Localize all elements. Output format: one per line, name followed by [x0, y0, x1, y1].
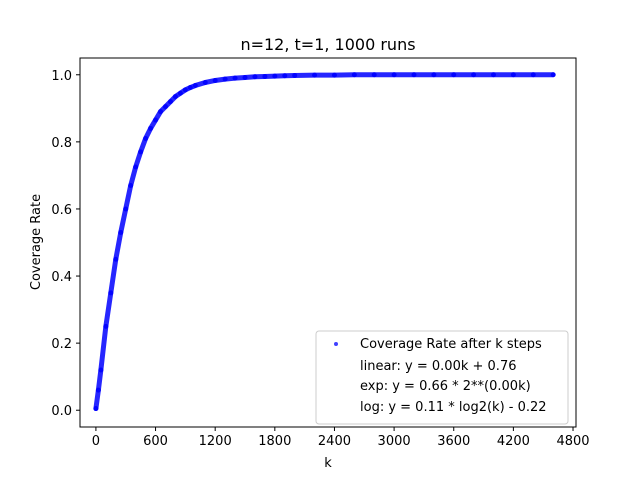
- y-tick-label: 0.8: [51, 136, 72, 151]
- legend-label-exp: exp: y = 0.66 * 2**(0.00k): [360, 379, 531, 394]
- data-point: [172, 94, 178, 100]
- x-axis-title: k: [324, 456, 332, 471]
- data-point: [530, 72, 536, 78]
- data-point: [431, 72, 437, 78]
- plot-area: [93, 72, 556, 412]
- data-point: [471, 72, 477, 78]
- legend-label-series: Coverage Rate after k steps: [360, 337, 542, 352]
- data-point: [167, 99, 173, 105]
- data-point: [242, 74, 248, 80]
- y-axis-title: Coverage Rate: [29, 194, 44, 290]
- y-tick-label: 0.0: [51, 404, 72, 419]
- data-point: [232, 75, 238, 81]
- data-point: [177, 90, 183, 96]
- data-point: [192, 83, 198, 89]
- chart-title: n=12, t=1, 1000 runs: [240, 35, 415, 54]
- data-point: [292, 72, 298, 78]
- data-point: [491, 72, 496, 78]
- data-point: [123, 206, 129, 212]
- x-tick-label: 3600: [437, 434, 470, 449]
- x-tick-label: 1800: [258, 434, 291, 449]
- x-tick-label: 1200: [199, 434, 232, 449]
- y-tick-label: 0.4: [51, 270, 72, 285]
- data-point: [158, 109, 164, 115]
- data-point: [128, 182, 134, 188]
- data-point: [391, 72, 397, 78]
- legend-box: [315, 330, 569, 425]
- data-point: [187, 85, 193, 91]
- y-tick-label: 1.0: [51, 69, 72, 84]
- data-point: [351, 72, 357, 78]
- data-point: [143, 136, 149, 142]
- x-tick-label: 3000: [378, 434, 411, 449]
- data-point: [153, 117, 159, 123]
- data-point: [262, 73, 268, 79]
- legend-label-log: log: y = 0.11 * log2(k) - 0.22: [360, 400, 547, 415]
- data-point: [222, 76, 228, 82]
- legend-label-linear: linear: y = 0.00k + 0.76: [360, 359, 516, 374]
- data-point: [148, 125, 154, 131]
- axes-frame: [79, 57, 577, 428]
- data-point: [510, 72, 516, 78]
- x-tick-label: 4200: [497, 434, 530, 449]
- data-point: [212, 77, 218, 83]
- x-tick-label: 2400: [318, 434, 351, 449]
- axes: 0 600 1200 1800 2400 3000 3600 4200 4800 0.0 0.2 0.…: [51, 57, 590, 449]
- data-point: [451, 72, 457, 78]
- data-point: [98, 367, 104, 373]
- data-point: [202, 79, 208, 85]
- data-point: [312, 72, 318, 78]
- x-tick-label: 600: [143, 434, 168, 449]
- data-point: [113, 256, 119, 262]
- x-tick-label: 0: [92, 434, 100, 449]
- x-tick-label: 4800: [556, 434, 589, 449]
- data-point: [371, 72, 377, 78]
- data-point: [252, 74, 258, 80]
- legend-marker: [334, 342, 338, 346]
- data-point: [103, 323, 109, 329]
- data-point: [133, 164, 139, 170]
- data-point: [162, 104, 168, 110]
- data-point: [550, 72, 556, 78]
- data-point: [182, 87, 188, 93]
- data-point: [95, 387, 101, 393]
- data-point: [138, 149, 144, 155]
- data-point: [108, 290, 114, 296]
- data-point: [331, 72, 337, 78]
- data-point: [282, 73, 288, 79]
- y-tick-label: 0.2: [51, 337, 72, 352]
- data-point: [272, 73, 278, 79]
- data-point: [118, 229, 124, 235]
- data-point: [93, 406, 99, 412]
- legend: Coverage Rate after k steps linear: y = …: [315, 330, 569, 425]
- y-tick-label: 0.6: [51, 203, 72, 218]
- data-point: [411, 72, 417, 78]
